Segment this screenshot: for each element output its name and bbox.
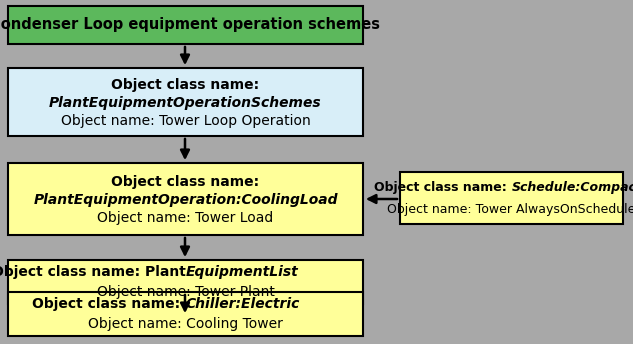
Bar xyxy=(8,68,363,136)
Bar xyxy=(8,260,363,304)
Text: Object name: Tower Load: Object name: Tower Load xyxy=(97,211,273,225)
Text: Object class name:: Object class name: xyxy=(111,78,260,92)
Text: Object name: Tower Plant: Object name: Tower Plant xyxy=(97,285,275,299)
Text: Object class name: Plant: Object class name: Plant xyxy=(0,265,185,279)
Text: Object class name:: Object class name: xyxy=(111,175,260,189)
Bar xyxy=(8,292,363,336)
Bar xyxy=(8,6,363,44)
Text: PlantEquipmentOperationSchemes: PlantEquipmentOperationSchemes xyxy=(49,96,322,110)
Text: Chiller:Electric: Chiller:Electric xyxy=(185,297,300,311)
Text: Object class name:: Object class name: xyxy=(374,181,511,193)
Text: Object name: Tower Loop Operation: Object name: Tower Loop Operation xyxy=(61,114,310,128)
Bar xyxy=(8,163,363,235)
Text: Object name: Tower AlwaysOnSchedule: Object name: Tower AlwaysOnSchedule xyxy=(387,203,633,215)
Text: Object name: Cooling Tower: Object name: Cooling Tower xyxy=(88,317,283,331)
Text: PlantEquipmentOperation:CoolingLoad: PlantEquipmentOperation:CoolingLoad xyxy=(34,193,338,207)
Bar xyxy=(400,172,623,224)
Text: Schedule:Compact: Schedule:Compact xyxy=(511,181,633,193)
Text: EquipmentList: EquipmentList xyxy=(185,265,298,279)
Text: Object class name:: Object class name: xyxy=(32,297,185,311)
Text: Condenser Loop equipment operation schemes: Condenser Loop equipment operation schem… xyxy=(0,18,380,32)
